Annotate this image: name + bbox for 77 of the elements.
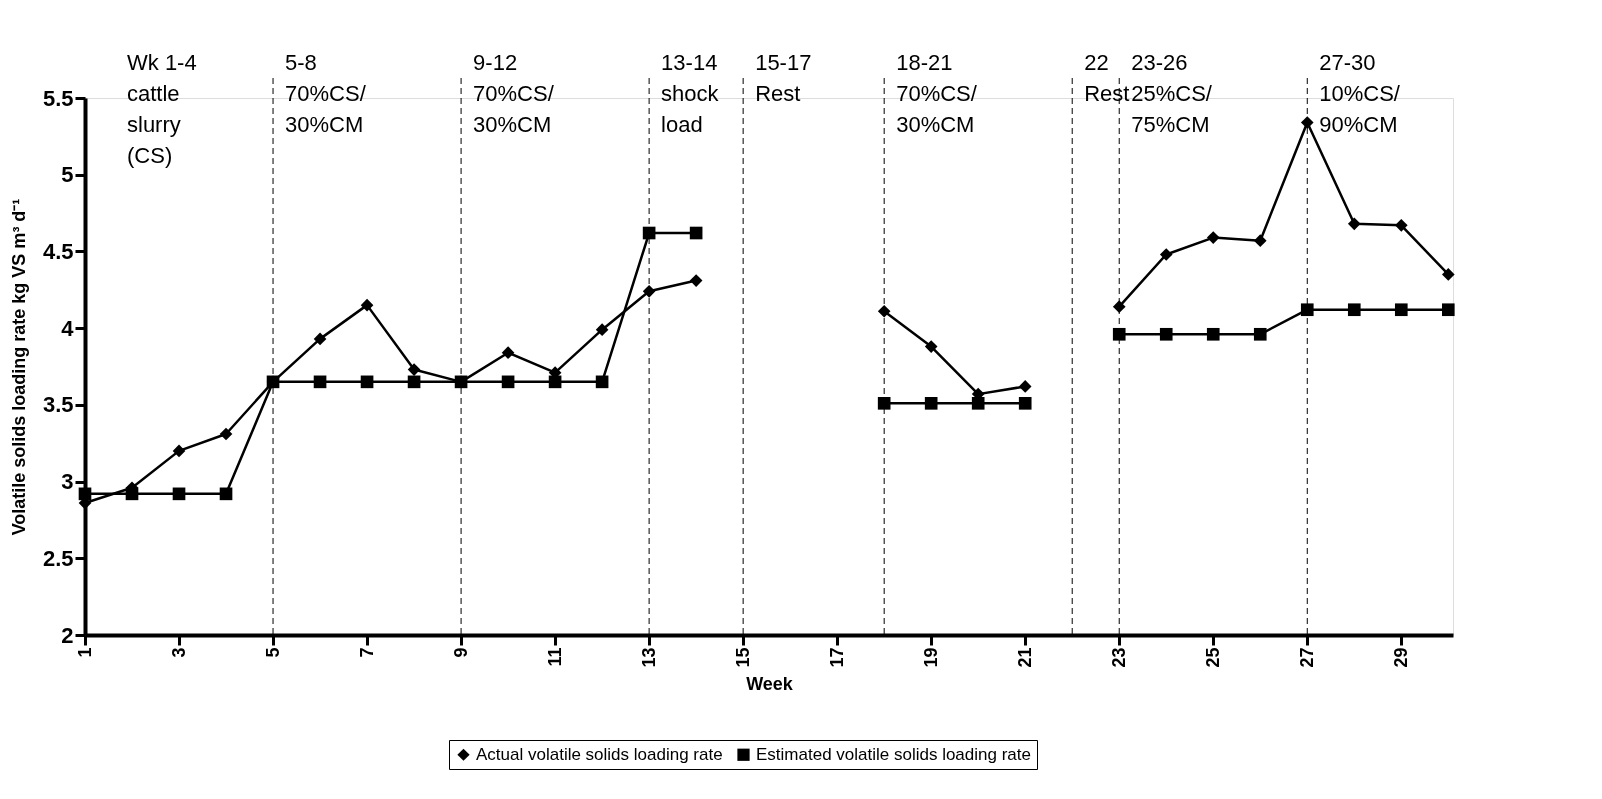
x-tick-label: 9 (450, 647, 471, 658)
y-tick-label: 2 (61, 622, 74, 648)
y-tick-label: 4 (61, 315, 75, 341)
point (360, 375, 374, 389)
point (595, 323, 609, 336)
x-tick-label: 27 (1296, 647, 1317, 668)
point (172, 444, 186, 458)
y-tick-label: 5 (61, 162, 74, 188)
point (1159, 248, 1173, 261)
x-axis-title: Week (746, 673, 794, 694)
ref-line-label: 13-14 shock load (661, 50, 720, 137)
x-tick-label: 15 (732, 647, 753, 668)
legend-label: Estimated volatile solids loading rate (756, 744, 1031, 764)
point (360, 298, 374, 312)
x-tick-label: 25 (1202, 647, 1223, 668)
ref-line-label: 5-8 70%CS/ 30%CM (285, 50, 367, 137)
x-tick-label: 5 (262, 647, 283, 658)
y-tick-label: 2.5 (42, 545, 74, 571)
legend-label: Actual volatile solids loading rate (476, 744, 723, 764)
point (1206, 231, 1220, 244)
x-tick-label: 13 (638, 647, 659, 668)
ref-line-label: 22 Rest (1084, 50, 1130, 106)
x-tick-label: 29 (1390, 647, 1411, 668)
point (1206, 327, 1220, 341)
ref-line-label: 18-21 70%CS/ 30%CM (896, 50, 978, 137)
point (1018, 397, 1032, 410)
ref-line-label: 23-26 25%CS/ 75%CM (1131, 50, 1213, 137)
ref-line-label: 27-30 10%CS/ 90%CM (1319, 50, 1401, 137)
point (1112, 327, 1126, 341)
ref-line-label: 15-17 Rest (755, 50, 812, 106)
x-tick-label: 23 (1108, 647, 1129, 668)
point (78, 487, 92, 501)
y-tick-label: 4.5 (42, 238, 74, 264)
y-tick-label: 5.5 (42, 85, 74, 111)
point (689, 226, 703, 240)
point (501, 346, 515, 360)
x-tick-label: 21 (1014, 647, 1035, 668)
point (924, 397, 938, 410)
point (689, 274, 703, 287)
annotation: Wk 1-4 cattle slurry (CS) (127, 50, 197, 168)
point (219, 427, 233, 441)
x-tick-label: 19 (920, 647, 941, 668)
point (1300, 303, 1314, 317)
point (971, 397, 985, 410)
x-tick-label: 7 (356, 647, 377, 658)
x-tick-label: 3 (168, 647, 189, 658)
point (1300, 116, 1314, 129)
point (407, 375, 421, 389)
point (407, 363, 421, 376)
point (125, 487, 139, 501)
x-tick-label: 1 (74, 647, 95, 658)
point (1253, 234, 1267, 248)
ref-line-label: 9-12 70%CS/ 30%CM (473, 50, 555, 137)
point (595, 375, 609, 389)
point (548, 375, 562, 389)
point (501, 375, 515, 389)
point (1347, 303, 1361, 317)
point (219, 487, 233, 501)
point (877, 397, 891, 410)
point (1159, 327, 1173, 341)
point (877, 304, 891, 318)
y-tick-label: 3.5 (42, 392, 74, 418)
x-tick-label: 11 (544, 647, 565, 667)
point (172, 487, 186, 501)
point (1441, 303, 1455, 317)
point (313, 332, 327, 346)
point (924, 340, 938, 353)
point (1347, 217, 1361, 231)
point (1394, 303, 1408, 317)
point (1253, 327, 1267, 341)
x-tick-label: 17 (826, 647, 847, 668)
point (313, 375, 327, 389)
point (1394, 219, 1408, 232)
point (1018, 380, 1032, 393)
point (1441, 268, 1455, 281)
y-axis-title: Volatile solids loading rate kg VS m³ d⁻¹ (8, 198, 29, 536)
y-tick-label: 3 (61, 469, 74, 495)
